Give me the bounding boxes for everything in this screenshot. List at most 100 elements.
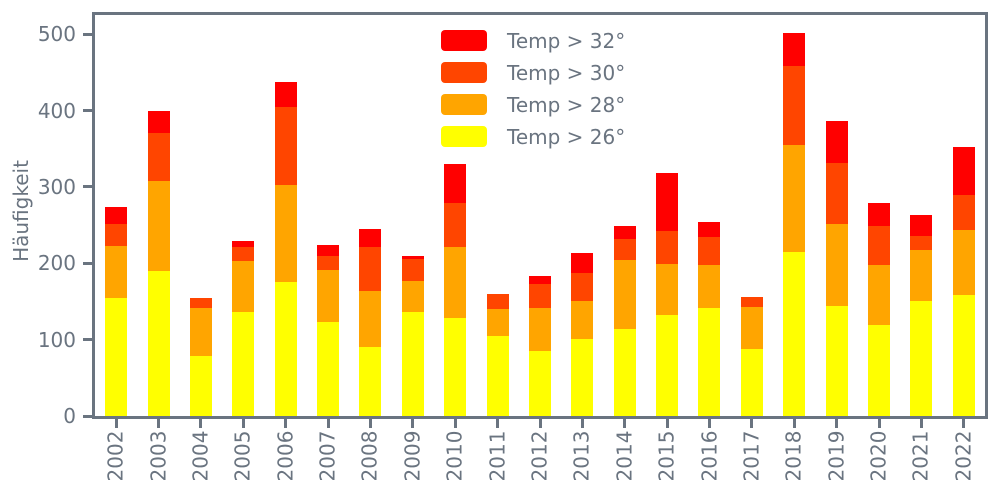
bar-segment	[486, 293, 509, 310]
bar-segment	[274, 82, 297, 107]
x-tick-label: 2018	[781, 430, 806, 482]
x-tick-label: 2016	[697, 430, 722, 482]
bar-segment	[105, 297, 128, 416]
bar-segment	[613, 225, 636, 239]
bar-segment	[359, 346, 382, 416]
x-tick-label: 2002	[103, 430, 128, 482]
bar-segment	[232, 241, 255, 247]
bar-segment	[698, 264, 721, 308]
bar-slot-2006	[265, 16, 307, 416]
bar-segment	[317, 245, 340, 256]
x-tick-label: 2014	[612, 430, 637, 482]
x-tick-mark	[792, 419, 796, 428]
bar-2016	[698, 222, 721, 416]
legend-item: Temp > 32°	[441, 28, 626, 53]
bar-segment	[825, 120, 848, 163]
bar-segment	[952, 195, 975, 230]
bar-segment	[783, 32, 806, 67]
bar-2005	[232, 241, 255, 416]
x-tick-mark	[665, 419, 669, 428]
bar-slot-2019	[815, 16, 857, 416]
bar-slot-2022	[943, 16, 985, 416]
x-tick-label: 2010	[442, 430, 467, 482]
bar-segment	[317, 322, 340, 416]
y-tick-mark	[83, 109, 92, 113]
bar-slot-2005	[222, 16, 264, 416]
bar-segment	[613, 238, 636, 261]
x-tick-mark	[580, 419, 584, 428]
bar-segment	[656, 173, 679, 231]
bar-segment	[401, 258, 424, 281]
bar-segment	[952, 229, 975, 296]
x-tick-mark	[199, 419, 203, 428]
x-tick-label: 2005	[230, 430, 255, 482]
bar-segment	[867, 325, 890, 416]
bar-segment	[232, 312, 255, 416]
bar-slot-2018	[773, 16, 815, 416]
bar-2020	[867, 203, 890, 416]
bar-segment	[571, 300, 594, 339]
bar-segment	[274, 282, 297, 416]
bar-segment	[444, 164, 467, 204]
x-tick-label: 2007	[315, 430, 340, 482]
right-spine	[985, 12, 988, 419]
legend-label: Temp > 30°	[507, 60, 626, 85]
bar-2012	[528, 276, 551, 416]
bar-segment	[317, 270, 340, 323]
x-tick-mark	[623, 419, 627, 428]
bar-segment	[698, 237, 721, 265]
bar-segment	[105, 223, 128, 246]
x-tick-mark	[368, 419, 372, 428]
bar-segment	[783, 66, 806, 146]
bar-segment	[147, 110, 170, 133]
bar-segment	[952, 295, 975, 416]
bar-2011	[486, 293, 509, 416]
bar-segment	[740, 348, 763, 416]
bar-segment	[232, 246, 255, 262]
x-tick-label: 2017	[739, 430, 764, 482]
bar-segment	[825, 162, 848, 224]
bar-segment	[401, 312, 424, 416]
y-tick-mark	[83, 261, 92, 265]
bar-segment	[656, 315, 679, 416]
bar-segment	[189, 355, 212, 416]
bar-segment	[401, 280, 424, 313]
x-tick-label: 2008	[357, 430, 382, 482]
x-tick-label: 2011	[485, 430, 510, 482]
bar-segment	[698, 222, 721, 238]
bar-segment	[444, 203, 467, 248]
y-tick-label: 100	[37, 327, 76, 352]
y-tick-mark	[83, 32, 92, 36]
bar-segment	[147, 270, 170, 416]
bar-segment	[189, 307, 212, 356]
bar-segment	[486, 335, 509, 416]
bar-2017	[740, 296, 763, 416]
x-tick-label: 2013	[569, 430, 594, 482]
x-tick-mark	[157, 419, 161, 428]
bar-segment	[274, 106, 297, 186]
bar-slot-2010	[434, 16, 476, 416]
legend-swatch	[441, 94, 487, 115]
bar-segment	[274, 185, 297, 283]
bar-slot-2016	[688, 16, 730, 416]
legend: Temp > 32° Temp > 30° Temp > 28° Temp > 26°	[441, 28, 626, 158]
bar-2010	[444, 164, 467, 416]
bar-segment	[740, 306, 763, 349]
bar-segment	[910, 249, 933, 301]
bar-segment	[359, 229, 382, 248]
x-tick-label: 2009	[400, 430, 425, 482]
bar-slot-2013	[561, 16, 603, 416]
bar-segment	[105, 245, 128, 298]
bar-slot-2011	[476, 16, 518, 416]
bar-2006	[274, 82, 297, 416]
legend-label: Temp > 32°	[507, 28, 626, 53]
y-tick-label: 200	[37, 251, 76, 276]
bar-2007	[317, 245, 340, 416]
x-tick-mark	[496, 419, 500, 428]
legend-item: Temp > 28°	[441, 93, 625, 117]
bars-area	[95, 16, 985, 416]
bar-segment	[740, 296, 763, 307]
bar-segment	[656, 264, 679, 316]
